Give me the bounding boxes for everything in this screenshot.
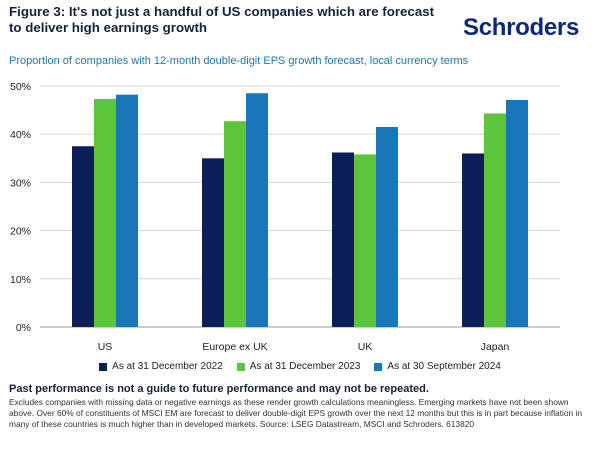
legend-label: As at 31 December 2023 <box>249 361 361 372</box>
performance-disclaimer: Past performance is not a guide to futur… <box>9 383 429 395</box>
y-tick-label: 30% <box>10 177 31 189</box>
y-tick-label: 20% <box>10 226 31 238</box>
chart-legend: As at 31 December 2022 As at 31 December … <box>0 361 600 372</box>
bar <box>116 94 138 328</box>
legend-label: As at 30 September 2024 <box>387 361 501 372</box>
bar-chart: 0% 10% 20% 30% 40% 50% US Europe ex UK UK Japan <box>10 81 560 353</box>
bar <box>354 154 376 327</box>
bar <box>72 146 94 327</box>
chart-subtitle: Proportion of companies with 12-month do… <box>9 55 469 67</box>
y-tick-label: 40% <box>10 129 31 141</box>
bar <box>462 153 484 327</box>
x-tick-label: Japan <box>481 341 510 353</box>
legend-label: As at 31 December 2022 <box>112 361 223 372</box>
x-tick-label: Europe ex UK <box>202 341 267 353</box>
x-tick-label: UK <box>358 341 373 353</box>
legend-item: As at 31 December 2023 <box>236 361 361 372</box>
legend-item: As at 30 September 2024 <box>374 361 501 372</box>
bar <box>506 99 528 327</box>
chart-title: Figure 3: It's not just a handful of US … <box>9 4 435 35</box>
schroders-logo: Schroders <box>463 14 580 41</box>
legend-swatch <box>236 362 245 371</box>
bar <box>332 152 354 327</box>
legend-swatch <box>374 362 383 371</box>
legend-item: As at 31 December 2022 <box>99 361 223 372</box>
bar <box>246 93 268 327</box>
bar <box>224 121 246 327</box>
bar <box>376 126 398 327</box>
bar <box>484 113 506 327</box>
footnotes: Excludes companies with missing data or … <box>9 397 583 430</box>
legend-swatch <box>99 362 108 371</box>
bar <box>202 158 224 327</box>
x-tick-label: US <box>98 341 113 353</box>
bar <box>94 99 116 327</box>
y-tick-label: 50% <box>10 81 31 93</box>
y-tick-label: 0% <box>16 322 31 334</box>
y-tick-label: 10% <box>10 274 31 286</box>
